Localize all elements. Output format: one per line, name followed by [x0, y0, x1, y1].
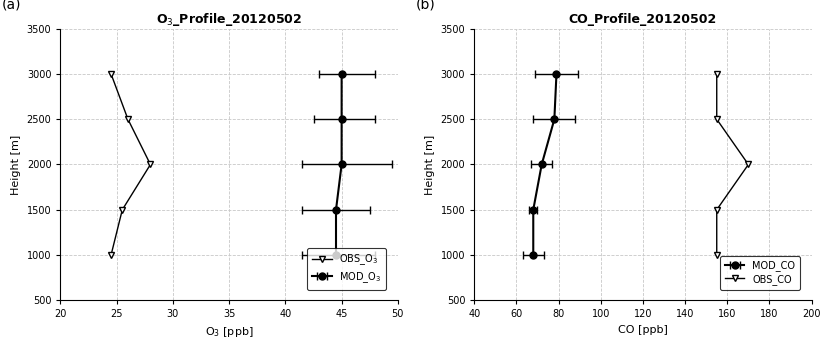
Y-axis label: Height [m]: Height [m] [11, 134, 21, 195]
Title: O$_3$_Profile_20120502: O$_3$_Profile_20120502 [156, 11, 302, 28]
OBS_O$_3$ [106, 253, 116, 257]
Y-axis label: Height [m]: Height [m] [425, 134, 435, 195]
OBS_CO [711, 253, 721, 257]
OBS_O$_3$ [106, 72, 116, 76]
Title: CO_Profile_20120502: CO_Profile_20120502 [569, 13, 717, 26]
Line: OBS_CO: OBS_CO [713, 70, 752, 259]
OBS_CO [711, 72, 721, 76]
Legend: OBS_O$_3$, MOD_O$_3$: OBS_O$_3$, MOD_O$_3$ [307, 248, 386, 290]
OBS_O$_3$ [123, 117, 133, 121]
Text: (b): (b) [416, 0, 436, 11]
OBS_O$_3$ [146, 162, 156, 167]
OBS_O$_3$ [117, 208, 127, 212]
Legend: MOD_CO, OBS_CO: MOD_CO, OBS_CO [720, 256, 800, 290]
X-axis label: O$_3$ [ppb]: O$_3$ [ppb] [205, 325, 254, 339]
OBS_CO [743, 162, 753, 167]
X-axis label: CO [ppb]: CO [ppb] [618, 325, 668, 335]
OBS_CO [711, 208, 721, 212]
Text: (a): (a) [2, 0, 22, 11]
Line: OBS_O$_3$: OBS_O$_3$ [107, 70, 154, 259]
OBS_CO [711, 117, 721, 121]
